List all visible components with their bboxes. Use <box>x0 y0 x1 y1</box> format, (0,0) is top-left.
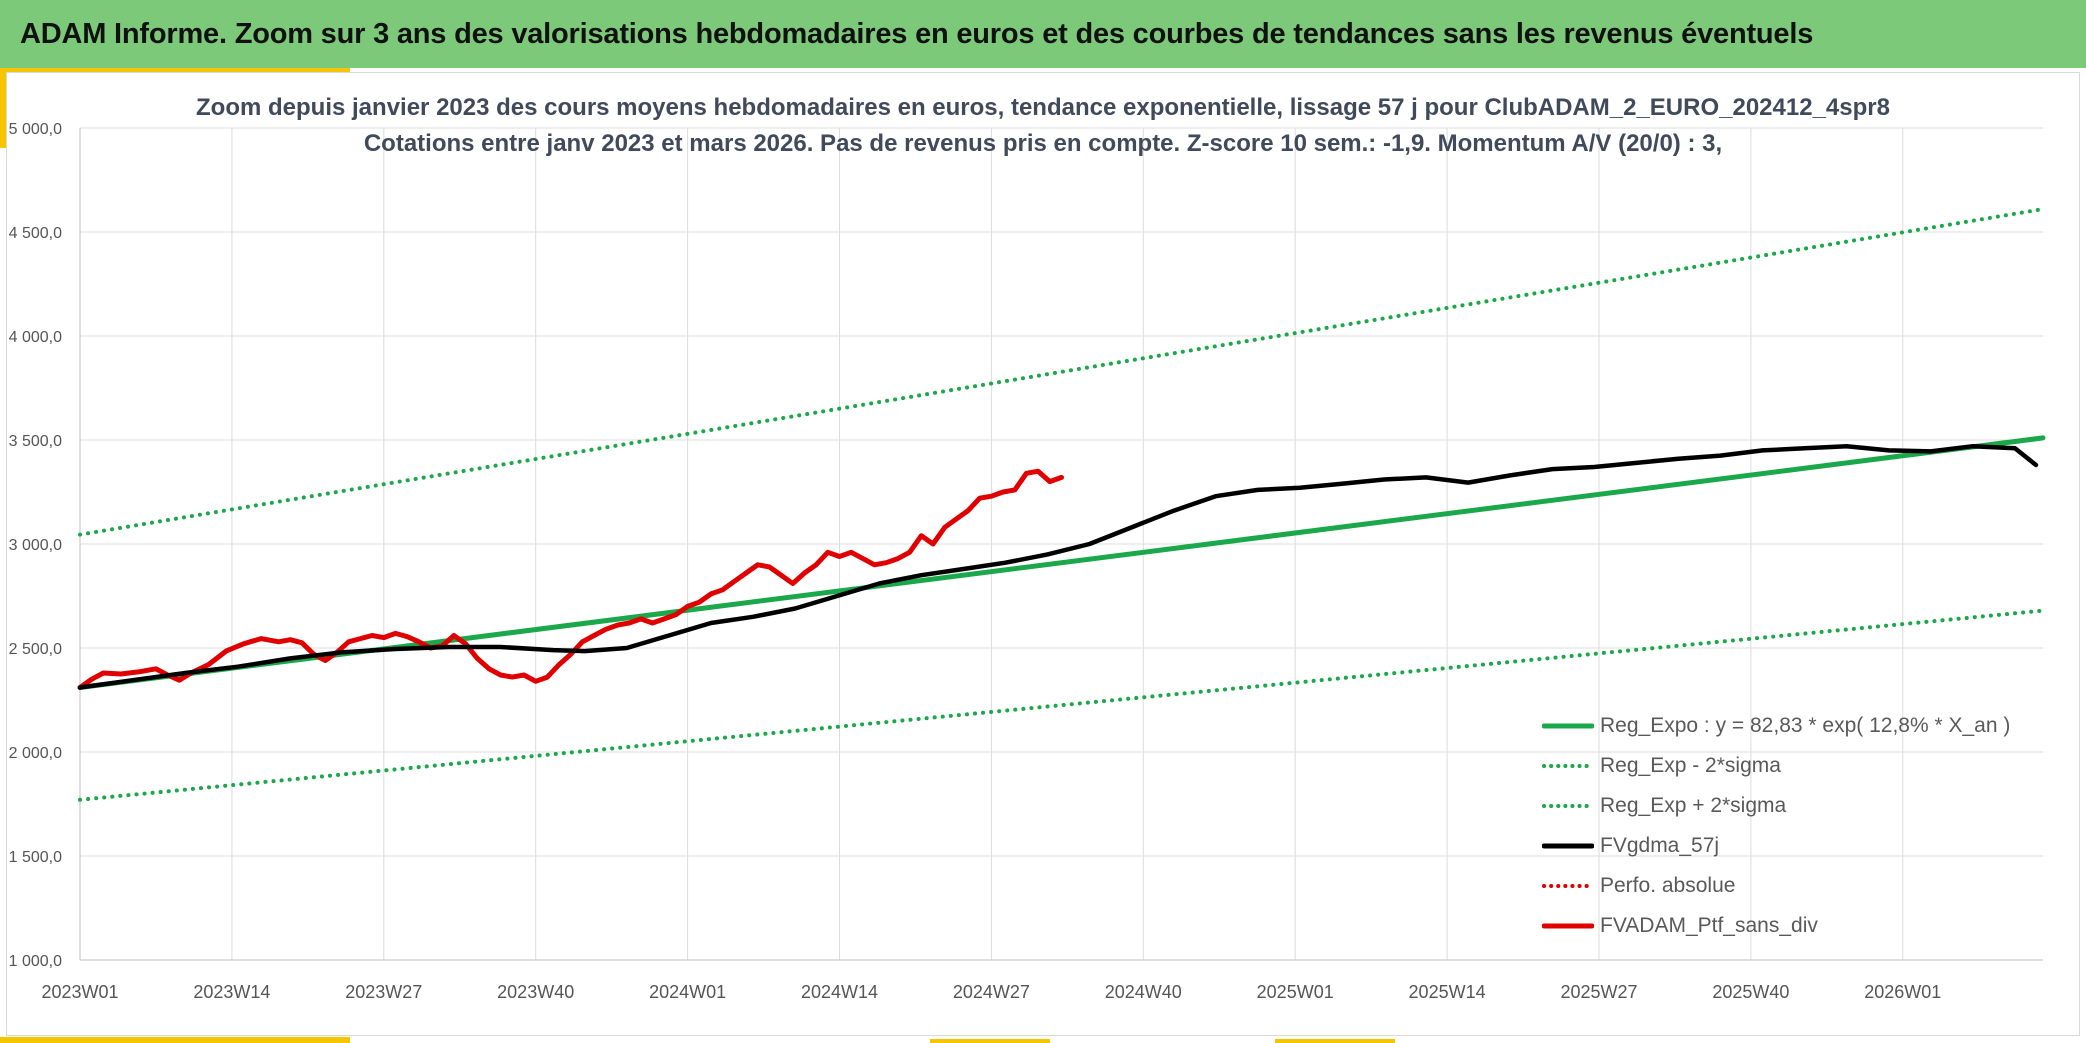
legend-item: Reg_Exp + 2*sigma <box>1542 786 2062 826</box>
series-reg-expo-y-82-83-exp-12-8-x-an <box>77 435 2046 690</box>
report-banner: ADAM Informe. Zoom sur 3 ans des valoris… <box>0 0 2086 68</box>
corner-accent <box>1275 1039 1395 1043</box>
legend-item: FVgdma_57j <box>1542 826 2062 866</box>
legend-item: Perfo. absolue <box>1542 866 2062 906</box>
legend-item: Reg_Expo : y = 82,83 * exp( 12,8% * X_an… <box>1542 706 2062 746</box>
series-layer <box>77 207 2046 802</box>
legend-label: FVgdma_57j <box>1600 834 1720 857</box>
x-tick-label: 2025W40 <box>1712 982 1789 1002</box>
series-reg-exp-2-sigma <box>78 608 2045 802</box>
tick-labels: 1 000,0 1 500,0 2 000,0 2 500,0 3 000,0 3 500… <box>9 121 1942 1002</box>
report-title: ADAM Informe. Zoom sur 3 ans des valoris… <box>20 17 1814 50</box>
x-tick-label: 2024W14 <box>801 982 878 1002</box>
corner-accent <box>0 68 350 72</box>
x-tick-label: 2024W01 <box>649 982 726 1002</box>
x-tick-label: 2023W27 <box>345 982 422 1002</box>
x-tick-label: 2023W01 <box>41 982 118 1002</box>
corner-accent <box>0 68 6 148</box>
legend-label: Reg_Exp - 2*sigma <box>1600 754 1781 777</box>
x-tick-label: 2023W40 <box>497 982 574 1002</box>
legend-swatch <box>1542 843 1594 849</box>
x-tick-label: 2025W27 <box>1560 982 1637 1002</box>
legend-swatch <box>1542 723 1594 729</box>
y-tick-label: 4 000,0 <box>9 329 62 346</box>
legend-label: Perfo. absolue <box>1600 874 1736 897</box>
x-tick-label: 2025W01 <box>1257 982 1334 1002</box>
x-tick-label: 2025W14 <box>1409 982 1486 1002</box>
y-tick-label: 5 000,0 <box>9 121 62 138</box>
x-tick-label: 2026W01 <box>1864 982 1941 1002</box>
y-tick-label: 2 500,0 <box>9 641 62 658</box>
y-tick-label: 4 500,0 <box>9 225 62 242</box>
y-tick-label: 3 000,0 <box>9 537 62 554</box>
corner-accent <box>0 1037 350 1043</box>
legend-swatch <box>1542 764 1594 768</box>
y-tick-label: 3 500,0 <box>9 433 62 450</box>
x-tick-label: 2023W14 <box>193 982 270 1002</box>
legend-label: Reg_Expo : y = 82,83 * exp( 12,8% * X_an… <box>1600 714 2011 737</box>
x-tick-label: 2024W27 <box>953 982 1030 1002</box>
chart-frame <box>6 72 2080 1036</box>
chart-title: Zoom depuis janvier 2023 des cours moyen… <box>196 94 1890 121</box>
x-tick-label: 2024W40 <box>1105 982 1182 1002</box>
corner-accent <box>930 1039 1050 1043</box>
legend-swatch <box>1542 804 1594 808</box>
series-fvgdma-57j <box>77 443 2039 690</box>
chart-title-block: Zoom depuis janvier 2023 des cours moyen… <box>0 90 2086 162</box>
chart-legend: Reg_Expo : y = 82,83 * exp( 12,8% * X_an… <box>1542 706 2062 946</box>
y-tick-label: 1 500,0 <box>9 849 62 866</box>
legend-item: FVADAM_Ptf_sans_div <box>1542 906 2062 946</box>
y-tick-label: 1 000,0 <box>9 953 62 970</box>
chart-subtitle: Cotations entre janv 2023 et mars 2026. … <box>363 130 1723 157</box>
legend-label: Reg_Exp + 2*sigma <box>1600 794 1787 817</box>
grid <box>79 127 2043 961</box>
series-fvadam-ptf-sans-div <box>77 468 1064 690</box>
legend-swatch <box>1542 923 1594 929</box>
series-reg-exp-2-sigma <box>78 207 2045 537</box>
y-tick-label: 2 000,0 <box>9 745 62 762</box>
legend-swatch <box>1542 884 1594 888</box>
legend-item: Reg_Exp - 2*sigma <box>1542 746 2062 786</box>
legend-label: FVADAM_Ptf_sans_div <box>1600 914 1818 937</box>
